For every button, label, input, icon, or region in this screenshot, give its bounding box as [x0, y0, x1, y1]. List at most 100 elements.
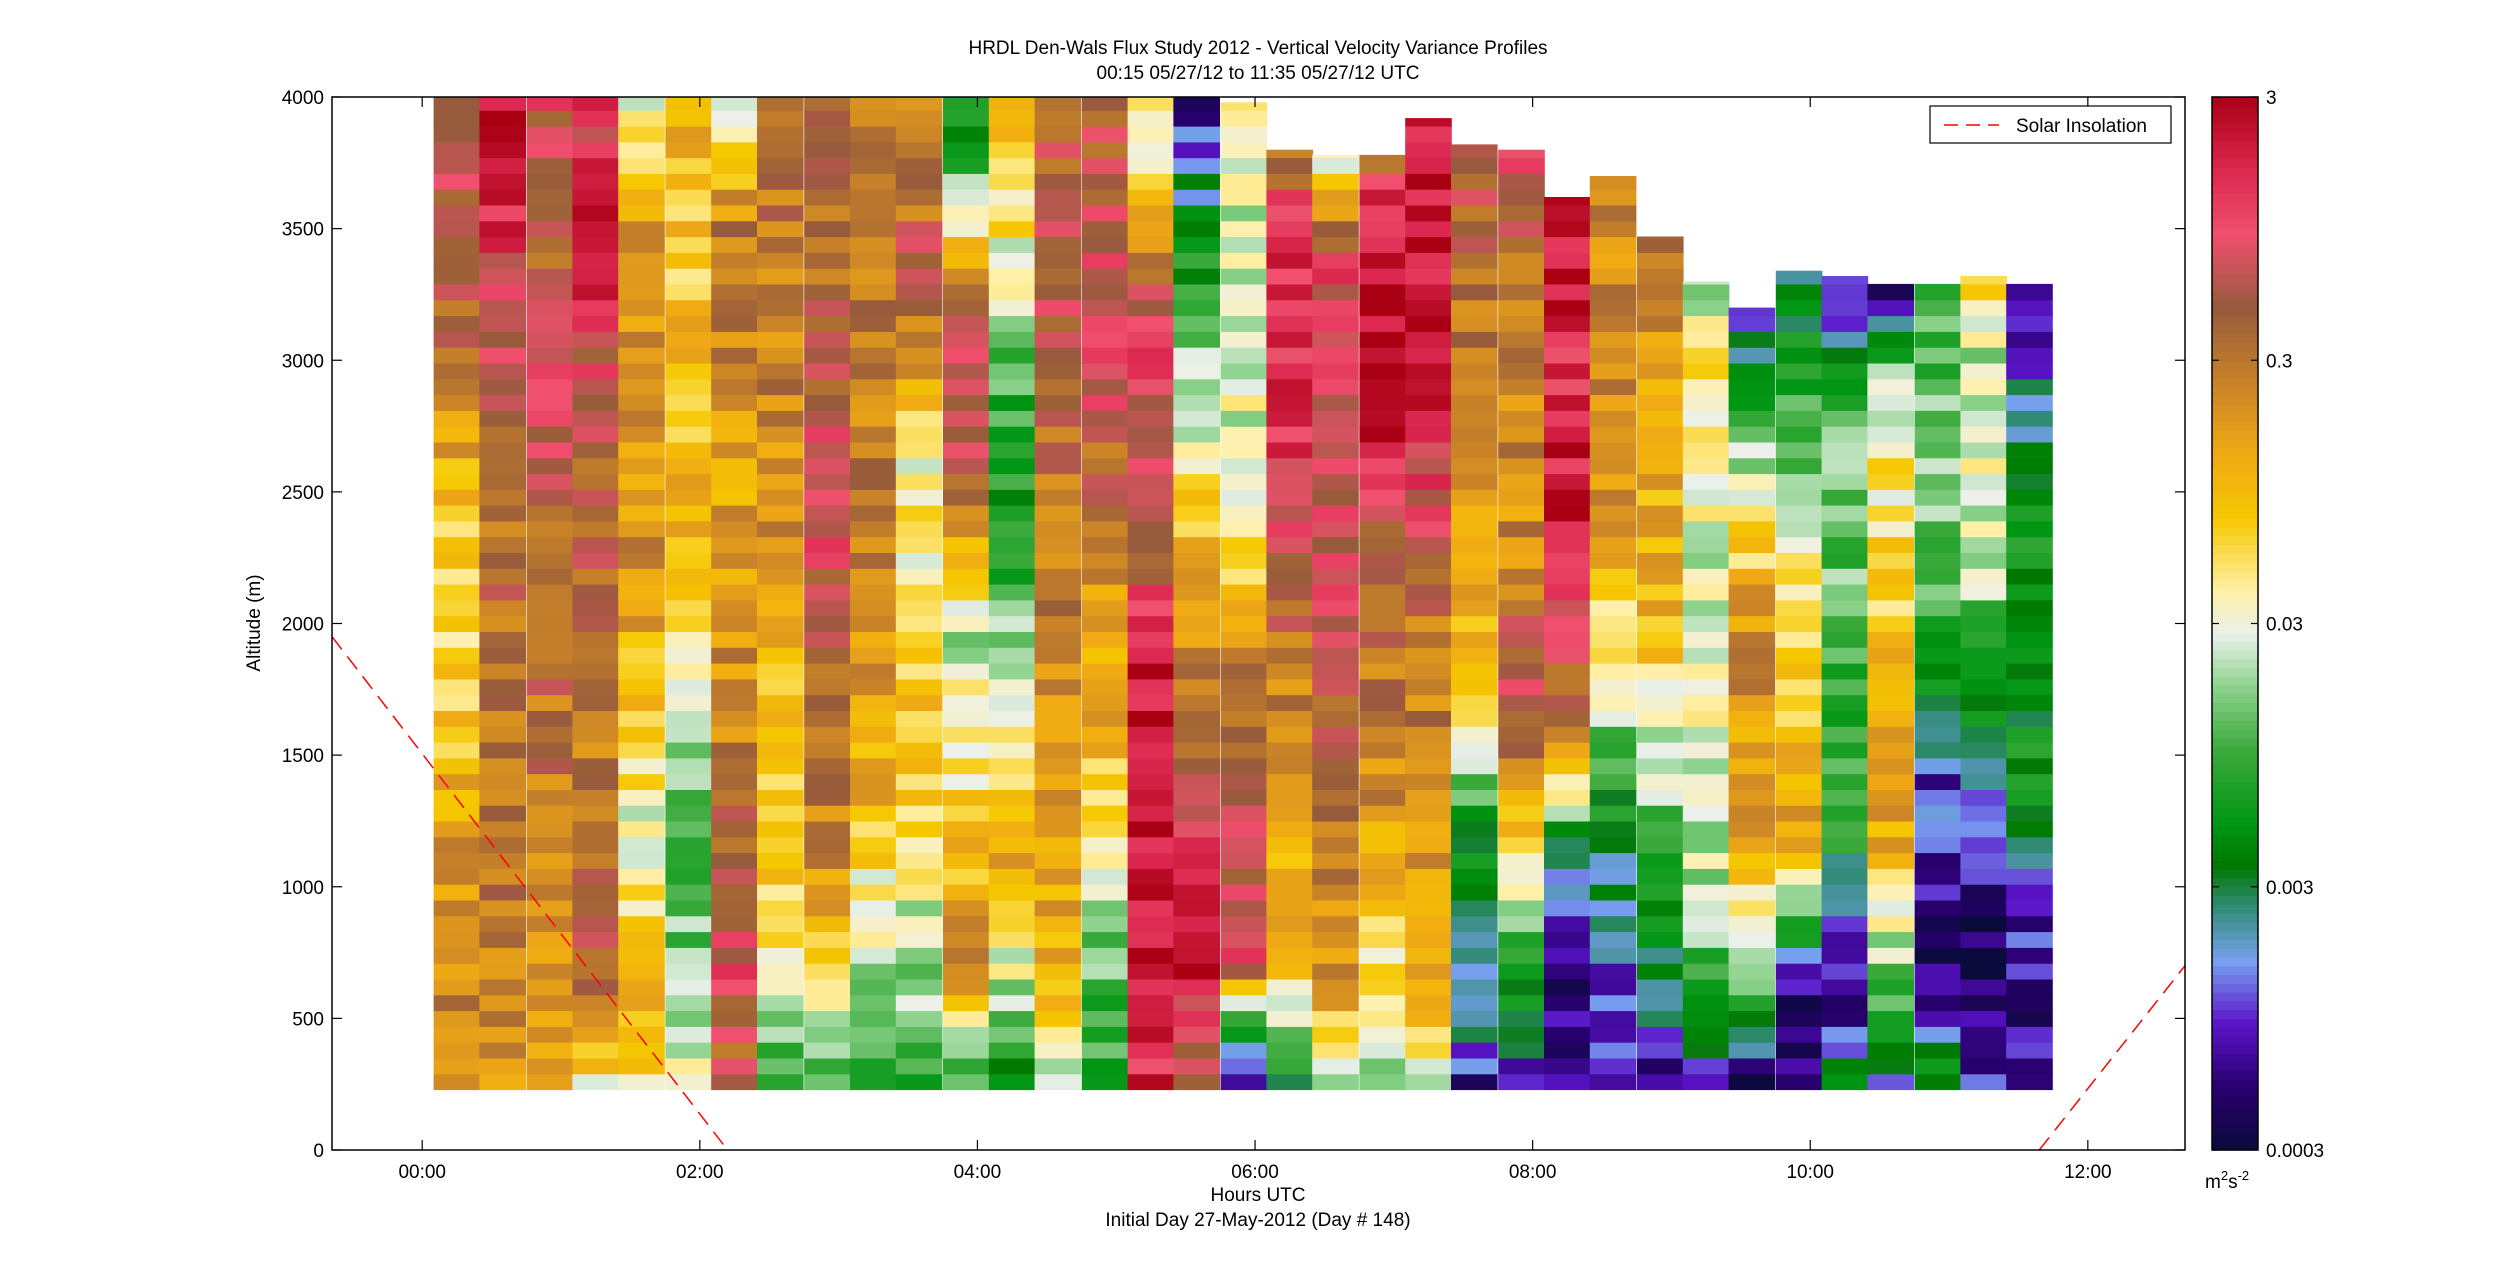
heatmap-cell — [618, 663, 665, 680]
heatmap-cell — [1312, 757, 1359, 775]
heatmap-cell — [1960, 647, 2007, 664]
heatmap-cell — [1498, 252, 1545, 269]
heatmap-cell — [988, 773, 1036, 790]
heatmap-cell — [1266, 1057, 1313, 1075]
heatmap-cell — [850, 805, 897, 822]
heatmap-cell — [895, 1057, 943, 1075]
colorbar-band — [2212, 1027, 2258, 1037]
heatmap-cell — [433, 378, 481, 396]
heatmap-cell — [1728, 694, 1776, 711]
heatmap-cell — [1405, 204, 1452, 222]
heatmap-cell — [757, 757, 804, 775]
heatmap-cell — [1498, 884, 1545, 901]
heatmap-cell — [1220, 836, 1268, 854]
heatmap-cell — [1914, 568, 1962, 585]
heatmap-cell — [1173, 947, 1220, 964]
heatmap-cell — [1266, 710, 1313, 727]
heatmap-cell — [665, 820, 712, 838]
heatmap-cell — [618, 726, 665, 743]
heatmap-cell — [988, 410, 1036, 427]
heatmap-cell — [572, 189, 619, 206]
heatmap-cell — [1775, 584, 1823, 601]
heatmap-cell — [711, 157, 758, 174]
y-tick-label: 2000 — [282, 615, 324, 636]
heatmap-cell — [618, 299, 665, 317]
heatmap-cell — [1589, 552, 1637, 569]
heatmap-cell — [1682, 281, 1730, 285]
heatmap-cell — [1266, 899, 1313, 917]
heatmap-cell — [757, 694, 804, 711]
heatmap-cell — [1451, 805, 1498, 822]
heatmap-cell — [2006, 805, 2053, 822]
heatmap-cell — [572, 852, 619, 869]
heatmap-cell — [1498, 647, 1545, 664]
heatmap-cell — [1544, 457, 1591, 475]
heatmap-cell — [850, 394, 897, 411]
heatmap-cell — [895, 268, 943, 285]
heatmap-cell — [757, 268, 804, 285]
heatmap-cell — [1173, 963, 1220, 980]
heatmap-cell — [2006, 378, 2053, 396]
heatmap-cell — [1451, 252, 1498, 269]
heatmap-cell — [988, 963, 1036, 980]
heatmap-cell — [804, 410, 851, 427]
heatmap-cell — [1081, 204, 1129, 222]
colorbar-band — [2212, 228, 2258, 239]
heatmap-cell — [895, 441, 943, 459]
heatmap-cell — [1220, 678, 1268, 696]
heatmap-cell — [1728, 347, 1776, 364]
heatmap-cell — [988, 173, 1036, 190]
heatmap-cell — [1544, 820, 1591, 838]
heatmap-cell — [572, 331, 619, 348]
heatmap-cell — [1451, 820, 1498, 838]
heatmap-cell — [1451, 426, 1498, 443]
heatmap-cell — [572, 773, 619, 790]
heatmap-cell — [988, 994, 1036, 1012]
heatmap-cell — [757, 394, 804, 411]
heatmap-cell — [665, 220, 712, 238]
heatmap-cell — [1821, 773, 1869, 790]
heatmap-cell — [711, 536, 758, 553]
heatmap-cell — [943, 726, 990, 743]
heatmap-cell — [1589, 252, 1637, 269]
heatmap-cell — [1127, 584, 1175, 601]
heatmap-cell — [1498, 694, 1545, 711]
heatmap-cell — [1405, 315, 1452, 332]
heatmap-cell — [1266, 742, 1313, 759]
heatmap-cell — [1637, 710, 1684, 727]
heatmap-cell — [711, 820, 758, 838]
heatmap-cell — [433, 599, 481, 617]
heatmap-cell — [1312, 742, 1359, 759]
heatmap-cell — [1405, 1042, 1452, 1059]
colorbar-band — [2212, 105, 2258, 116]
heatmap-cell — [1266, 331, 1313, 348]
heatmap-cell — [1867, 410, 1914, 427]
heatmap-cell — [1867, 489, 1914, 506]
heatmap-cell — [804, 742, 851, 759]
heatmap-cell — [850, 552, 897, 569]
colorbar-band — [2212, 825, 2258, 835]
heatmap-cell — [804, 899, 851, 917]
heatmap-cell — [1451, 315, 1498, 332]
heatmap-cell — [757, 220, 804, 238]
heatmap-cell — [1589, 978, 1637, 996]
heatmap-cell — [1451, 899, 1498, 917]
heatmap-cell — [1127, 1057, 1175, 1075]
heatmap-cell — [1637, 678, 1684, 696]
heatmap-cell — [1127, 884, 1175, 901]
heatmap-cell — [1960, 789, 2007, 806]
heatmap-cell — [2006, 331, 2053, 348]
heatmap-cell — [943, 520, 990, 538]
heatmap-cell — [618, 584, 665, 601]
colorbar-band — [2212, 1062, 2258, 1072]
heatmap-cell — [711, 220, 758, 238]
heatmap-cell — [1081, 457, 1129, 475]
heatmap-cell — [618, 805, 665, 822]
heatmap-cell — [1405, 884, 1452, 901]
colorbar-band — [2212, 790, 2258, 800]
heatmap-cell — [1589, 836, 1637, 854]
heatmap-cell — [1173, 347, 1220, 364]
heatmap-cell — [1867, 1073, 1914, 1091]
heatmap-cell — [479, 299, 526, 317]
heatmap-cell — [1775, 520, 1823, 538]
